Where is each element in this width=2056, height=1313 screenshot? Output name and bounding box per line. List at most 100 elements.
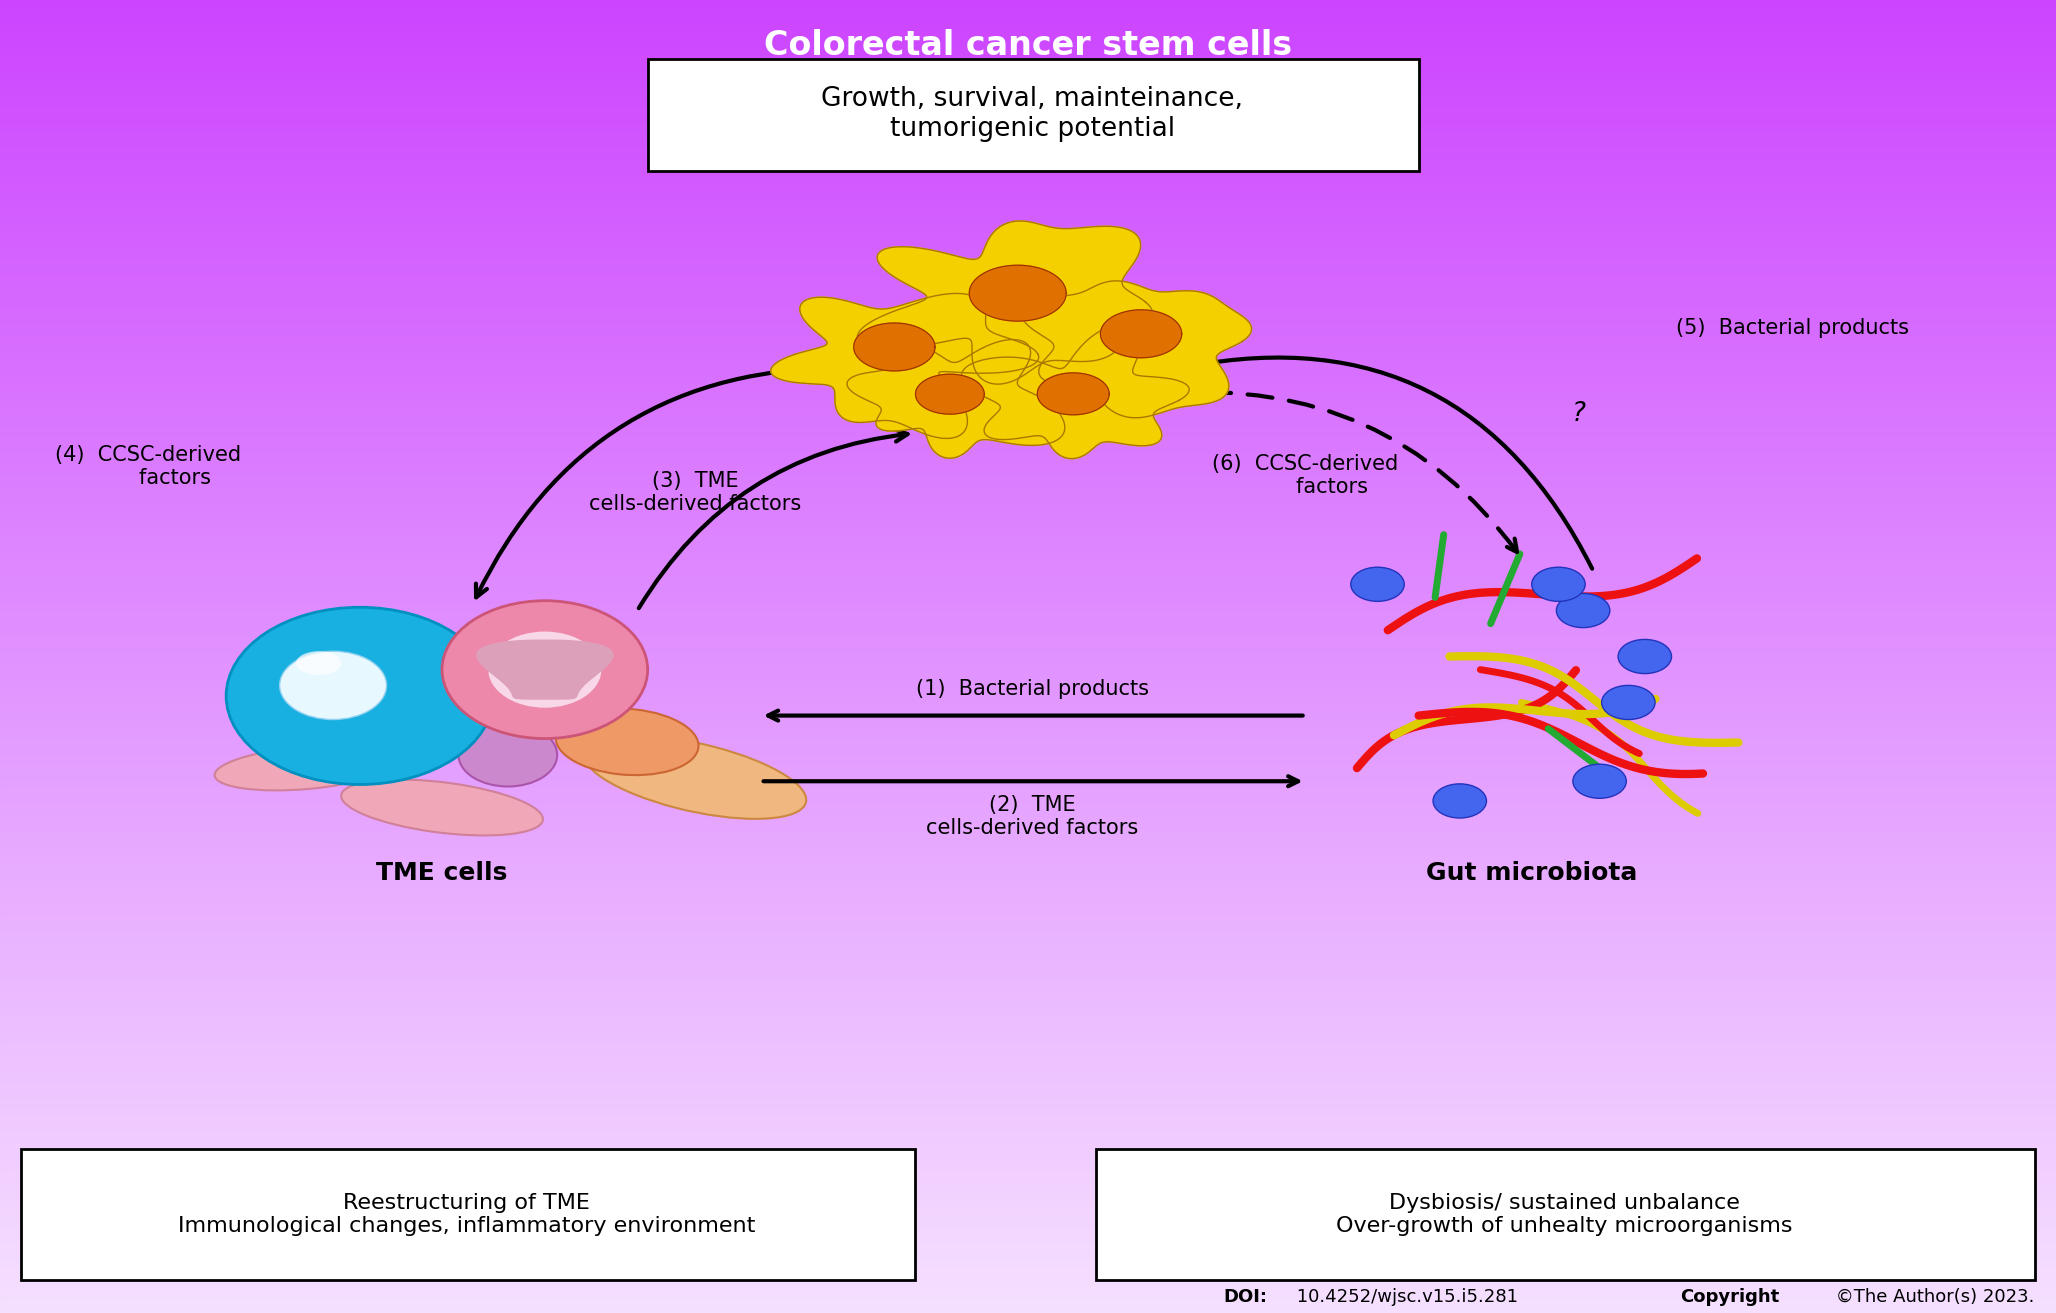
Bar bbox=[0, 545, 2056, 549]
Bar bbox=[0, 503, 2056, 506]
Bar bbox=[0, 788, 2056, 790]
Bar bbox=[0, 256, 2056, 260]
Ellipse shape bbox=[584, 735, 806, 819]
Bar bbox=[0, 89, 2056, 92]
Bar bbox=[0, 81, 2056, 85]
Bar bbox=[0, 186, 2056, 190]
Polygon shape bbox=[915, 374, 985, 414]
Bar bbox=[0, 680, 2056, 683]
Bar bbox=[0, 683, 2056, 685]
Bar bbox=[0, 1001, 2056, 1004]
Bar bbox=[0, 42, 2056, 46]
Text: Gut microbiota: Gut microbiota bbox=[1427, 861, 1637, 885]
Bar bbox=[0, 932, 2056, 935]
Bar bbox=[0, 696, 2056, 699]
Bar bbox=[0, 1270, 2056, 1274]
Bar bbox=[0, 797, 2056, 801]
Bar bbox=[0, 75, 2056, 79]
Bar bbox=[0, 131, 2056, 134]
Polygon shape bbox=[1038, 373, 1108, 415]
Bar bbox=[0, 1125, 2056, 1129]
Bar bbox=[0, 1004, 2056, 1008]
Bar bbox=[0, 355, 2056, 357]
Bar bbox=[0, 1192, 2056, 1195]
Bar bbox=[0, 604, 2056, 607]
Bar bbox=[0, 595, 2056, 597]
Bar bbox=[0, 804, 2056, 807]
Bar bbox=[0, 232, 2056, 236]
Bar bbox=[0, 1182, 2056, 1184]
Bar bbox=[0, 418, 2056, 420]
Bar bbox=[0, 659, 2056, 663]
Bar bbox=[0, 523, 2056, 525]
Bar bbox=[0, 387, 2056, 391]
Bar bbox=[0, 164, 2056, 167]
Polygon shape bbox=[1022, 281, 1252, 418]
Text: (3)  TME
cells-derived factors: (3) TME cells-derived factors bbox=[588, 471, 802, 513]
Bar bbox=[0, 263, 2056, 265]
Bar bbox=[0, 1077, 2056, 1079]
Bar bbox=[0, 744, 2056, 748]
Bar bbox=[0, 1225, 2056, 1228]
Bar bbox=[0, 370, 2056, 374]
Bar bbox=[0, 1166, 2056, 1169]
Bar bbox=[0, 880, 2056, 882]
Bar bbox=[0, 542, 2056, 545]
Bar bbox=[0, 764, 2056, 768]
Bar bbox=[0, 825, 2056, 827]
Bar bbox=[0, 955, 2056, 958]
Bar bbox=[0, 1263, 2056, 1267]
Bar bbox=[0, 1092, 2056, 1096]
Bar bbox=[0, 1184, 2056, 1188]
Bar bbox=[0, 33, 2056, 37]
Bar bbox=[0, 213, 2056, 217]
Polygon shape bbox=[847, 340, 1065, 458]
Ellipse shape bbox=[341, 780, 543, 835]
Bar bbox=[0, 768, 2056, 772]
Circle shape bbox=[1433, 784, 1486, 818]
Bar bbox=[0, 948, 2056, 952]
Bar bbox=[0, 293, 2056, 295]
Bar bbox=[0, 142, 2056, 144]
Bar bbox=[0, 116, 2056, 118]
Bar bbox=[0, 1254, 2056, 1258]
Bar bbox=[0, 702, 2056, 706]
Bar bbox=[0, 509, 2056, 512]
Bar bbox=[0, 483, 2056, 486]
Bar bbox=[0, 617, 2056, 620]
Bar bbox=[0, 302, 2056, 306]
Circle shape bbox=[1556, 593, 1610, 628]
Bar bbox=[0, 1031, 2056, 1035]
Bar bbox=[0, 22, 2056, 26]
Polygon shape bbox=[771, 293, 1038, 439]
Bar bbox=[0, 1008, 2056, 1011]
Bar bbox=[0, 1221, 2056, 1224]
Bar bbox=[0, 827, 2056, 830]
Bar bbox=[0, 217, 2056, 219]
Bar bbox=[0, 952, 2056, 956]
Bar bbox=[0, 463, 2056, 466]
Text: (5)  Bacterial products: (5) Bacterial products bbox=[1676, 318, 1910, 339]
Bar bbox=[0, 961, 2056, 965]
Bar bbox=[0, 1162, 2056, 1166]
Bar bbox=[0, 536, 2056, 538]
FancyArrowPatch shape bbox=[1164, 393, 1517, 551]
Bar bbox=[0, 1258, 2056, 1260]
Bar bbox=[0, 1245, 2056, 1247]
Bar bbox=[0, 147, 2056, 151]
Bar bbox=[0, 1116, 2056, 1119]
Bar bbox=[0, 643, 2056, 646]
Bar bbox=[0, 49, 2056, 53]
Bar bbox=[0, 138, 2056, 142]
Bar bbox=[0, 801, 2056, 804]
Bar bbox=[0, 1083, 2056, 1087]
Bar bbox=[0, 1103, 2056, 1106]
Bar bbox=[0, 1112, 2056, 1116]
Bar bbox=[0, 748, 2056, 751]
Bar bbox=[0, 1284, 2056, 1287]
Bar bbox=[0, 676, 2056, 680]
Bar bbox=[0, 1280, 2056, 1284]
Bar bbox=[0, 571, 2056, 575]
Bar bbox=[0, 151, 2056, 154]
Bar bbox=[0, 1205, 2056, 1208]
